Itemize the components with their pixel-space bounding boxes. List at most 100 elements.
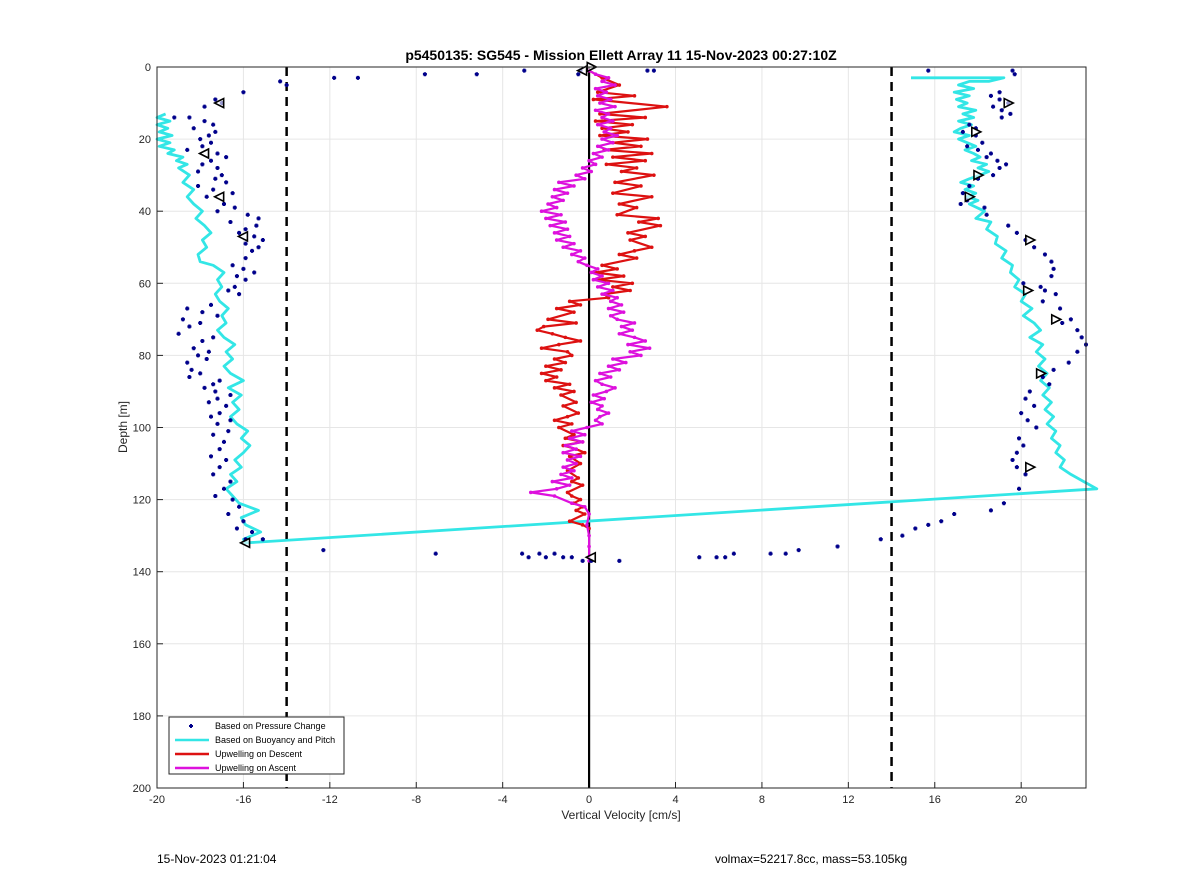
series-point: [563, 360, 568, 365]
pressure-change-point: [187, 115, 192, 120]
series-point: [550, 194, 555, 199]
series-point: [570, 422, 574, 426]
pressure-change-point: [230, 497, 235, 502]
series-point: [582, 450, 587, 455]
series-point: [639, 144, 643, 149]
pressure-change-point: [226, 512, 231, 517]
series-point: [572, 389, 576, 394]
pressure-change-point: [1025, 418, 1030, 423]
pressure-change-point: [215, 151, 220, 156]
pressure-change-point: [569, 555, 574, 560]
pressure-change-point: [543, 555, 548, 560]
series-point: [552, 386, 557, 390]
series-point: [546, 202, 550, 206]
pressure-change-point: [1014, 230, 1019, 235]
series-point: [613, 386, 617, 390]
x-tick-label: -12: [322, 794, 338, 806]
pressure-change-point: [796, 548, 801, 553]
pressure-change-point: [1049, 259, 1054, 264]
x-tick-label: 0: [586, 794, 592, 806]
pressure-change-point: [1075, 328, 1080, 333]
series-point: [554, 486, 559, 491]
footer-volmax-mass: volmax=52217.8cc, mass=53.105kg: [715, 852, 908, 866]
pressure-change-point: [241, 519, 246, 524]
series-point: [617, 368, 622, 372]
pressure-change-point: [204, 357, 209, 362]
series-point: [619, 303, 624, 307]
legend-entry: Based on Pressure Change: [215, 721, 326, 731]
series-point: [580, 523, 585, 527]
series-point: [593, 108, 598, 113]
series-point: [643, 158, 648, 163]
series-point: [615, 317, 619, 322]
pressure-change-point: [321, 548, 326, 553]
series-point: [649, 194, 654, 199]
pressure-change-point: [200, 162, 205, 167]
series-point: [554, 375, 559, 379]
pressure-change-point: [1047, 382, 1052, 387]
series-point: [606, 148, 611, 152]
series-point: [561, 450, 565, 455]
pressure-change-point: [234, 526, 239, 531]
legend-entry: Upwelling on Descent: [215, 749, 303, 759]
pressure-change-point: [211, 432, 216, 437]
pressure-change-point: [256, 216, 261, 221]
pressure-change-point: [984, 155, 989, 160]
series-point: [606, 364, 611, 369]
series-point: [539, 209, 544, 213]
pressure-change-point: [228, 393, 233, 398]
pressure-change-point: [217, 447, 222, 452]
pressure-change-point: [1017, 436, 1022, 441]
series-point: [582, 505, 587, 509]
pressure-change-point: [999, 108, 1004, 113]
series-point: [570, 252, 574, 257]
series-point: [593, 72, 598, 77]
series-point: [593, 86, 598, 91]
series-point: [574, 461, 578, 466]
pressure-change-point: [211, 335, 216, 340]
series-point: [639, 184, 643, 188]
chart-grid: [156, 66, 1086, 789]
pressure-change-point: [1032, 403, 1037, 408]
pressure-change-point: [552, 551, 557, 556]
series-point: [548, 223, 553, 228]
series-point: [572, 468, 576, 473]
series-point: [630, 122, 635, 127]
series-point: [600, 292, 604, 296]
pressure-change-point: [967, 122, 972, 127]
pressure-change-point: [1023, 472, 1028, 477]
triangle-right-marker: [1035, 367, 1048, 380]
series-point: [626, 130, 630, 134]
series-point: [550, 479, 555, 484]
series-point: [643, 339, 648, 343]
series-point: [587, 533, 591, 538]
pressure-change-point: [580, 558, 585, 563]
series-point: [541, 324, 546, 329]
series-point: [649, 151, 654, 156]
pressure-change-point: [997, 97, 1002, 102]
series-point: [563, 436, 568, 441]
series-point: [595, 122, 600, 127]
pressure-change-point: [768, 551, 773, 556]
series-point: [550, 331, 555, 336]
pressure-change-point: [209, 302, 214, 307]
series-point: [632, 335, 637, 340]
series-point: [613, 104, 617, 109]
y-tick-label: 140: [133, 567, 151, 579]
series-point: [574, 508, 578, 513]
series-point: [574, 400, 578, 405]
series-point: [546, 317, 550, 322]
pressure-change-point: [522, 68, 527, 73]
pressure-change-point: [215, 421, 220, 426]
pressure-change-point: [967, 183, 972, 188]
pressure-change-point: [237, 504, 242, 509]
series-point: [600, 274, 604, 278]
pressure-change-point: [1019, 411, 1024, 416]
series-point: [652, 173, 656, 177]
y-tick-label: 40: [139, 206, 151, 218]
pressure-change-point: [714, 555, 719, 560]
series-point: [611, 288, 615, 293]
series-point: [557, 180, 561, 185]
pressure-change-point: [228, 418, 233, 423]
series-point: [656, 216, 661, 221]
